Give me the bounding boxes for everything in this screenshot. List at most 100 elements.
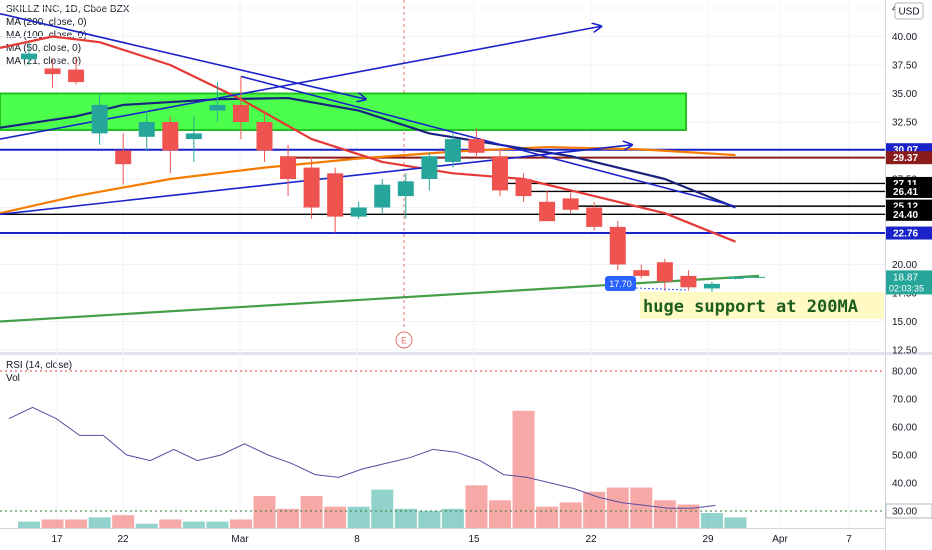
vol-legend[interactable]: Vol — [6, 373, 20, 384]
candle-body — [397, 181, 414, 197]
volume-bar — [182, 521, 205, 528]
volume-bar — [630, 487, 653, 528]
volume-bar — [18, 521, 40, 528]
candle-body — [633, 270, 650, 276]
low-marker-dashed — [635, 287, 687, 291]
legend-ma21[interactable]: MA (21, close, 0) — [6, 56, 82, 67]
price-tick-label: 20.00 — [892, 260, 917, 271]
legend-ma50[interactable]: MA (50, close, 0) — [6, 43, 82, 54]
candle-body — [562, 198, 579, 210]
candle-body — [44, 68, 61, 75]
rsi-tick-label: 70.00 — [892, 395, 917, 406]
time-tick-label: Mar — [231, 534, 249, 545]
volume-bar — [394, 508, 417, 528]
volume-bar — [559, 502, 582, 528]
candle-body — [256, 122, 273, 151]
legend-ma200[interactable]: MA (200, close, 0) — [6, 17, 87, 28]
volume-bar — [65, 519, 88, 528]
chart-legend: SKILLZ INC, 1D, Cboe BZX MA (200, close,… — [6, 3, 129, 68]
currency-badge — [894, 2, 924, 20]
volume-bar — [159, 519, 182, 528]
level-label: 25.12 — [893, 202, 918, 213]
candle-body — [421, 156, 438, 179]
rsi-tick-label: 50.00 — [892, 451, 917, 462]
horizontal-levels — [0, 148, 885, 235]
currency-label: USD — [898, 7, 919, 18]
candle-body — [209, 104, 226, 111]
last-price-box — [886, 270, 932, 295]
volume-bar — [88, 517, 111, 528]
candle-body — [492, 156, 508, 191]
low-marker-bubble — [605, 276, 636, 291]
pane-separator — [0, 352, 932, 355]
volume-bars — [18, 410, 747, 528]
legend-ma100[interactable]: MA (100, close, 0) — [6, 30, 87, 41]
candle-body — [727, 277, 744, 279]
rsi-pane — [0, 370, 885, 512]
volume-bar — [277, 508, 300, 528]
time-tick-label: 8 — [354, 534, 360, 545]
volume-bar — [465, 485, 488, 528]
level-label-box — [886, 207, 932, 221]
volume-bar — [441, 508, 464, 528]
level-label-box — [886, 226, 932, 240]
earnings-marker — [395, 331, 413, 349]
candle-body — [703, 283, 720, 289]
level-label: 29.37 — [893, 153, 918, 164]
time-tick-label: Apr — [772, 534, 788, 545]
earnings-marker-label: E — [401, 336, 407, 346]
candle-body — [21, 53, 37, 60]
candle-body — [609, 226, 626, 265]
price-tick-label: 32.50 — [892, 118, 917, 129]
volume-bar — [512, 410, 535, 528]
volume-bar — [371, 489, 394, 528]
annotations: huge support at 200MA 17.70 E — [395, 276, 884, 349]
candle-body — [656, 262, 673, 282]
candle-body — [444, 139, 461, 162]
candle-body — [303, 167, 320, 208]
candle-body — [586, 207, 603, 227]
volume-bar — [135, 523, 158, 528]
price-tick-label: 37.50 — [892, 61, 917, 72]
price-tick-label: 35.00 — [892, 89, 917, 100]
candle-body — [374, 184, 391, 208]
trendline — [0, 12, 366, 100]
axes: 42.5040.0037.5035.0032.5027.5022.5020.00… — [51, 2, 932, 545]
volume-bar — [347, 506, 370, 528]
time-tick-label: 22 — [117, 534, 129, 545]
rsi-tick-label: 40.00 — [892, 479, 917, 490]
price-tick-label: 12.50 — [892, 346, 917, 357]
level-label-box — [886, 184, 932, 198]
candle-body — [468, 139, 485, 153]
volume-bar — [536, 506, 559, 528]
last-price-label: 18.87 — [893, 272, 918, 283]
rsi-current-label: 30.00 — [892, 507, 917, 518]
level-label: 26.41 — [893, 187, 918, 198]
volume-bar — [112, 515, 135, 528]
volume-bar — [206, 521, 229, 528]
lower-pane-legend: RSI (14, close) Vol — [6, 359, 72, 385]
volume-bar — [300, 496, 323, 528]
candle-body — [680, 275, 697, 288]
candle-body — [91, 104, 108, 134]
candles — [21, 42, 744, 293]
volume-bar — [418, 510, 441, 528]
symbol-title: SKILLZ INC, 1D, Cboe BZX — [6, 4, 130, 15]
rsi-tick-label: 80.00 — [892, 367, 917, 378]
support-callout-text: huge support at 200MA — [643, 297, 858, 317]
candle-body — [185, 133, 202, 140]
volume-bar — [229, 519, 252, 528]
ma100-line — [0, 145, 736, 215]
candle-body — [162, 122, 179, 151]
candle-body — [327, 173, 344, 217]
candle-body — [115, 150, 132, 165]
volume-bar — [606, 487, 629, 528]
volume-bar — [41, 519, 64, 528]
rsi-legend[interactable]: RSI (14, close) — [6, 360, 73, 371]
candle-body — [280, 156, 297, 179]
candle-body — [232, 104, 249, 122]
time-tick-label: 15 — [468, 534, 480, 545]
ma21-line — [0, 35, 736, 243]
